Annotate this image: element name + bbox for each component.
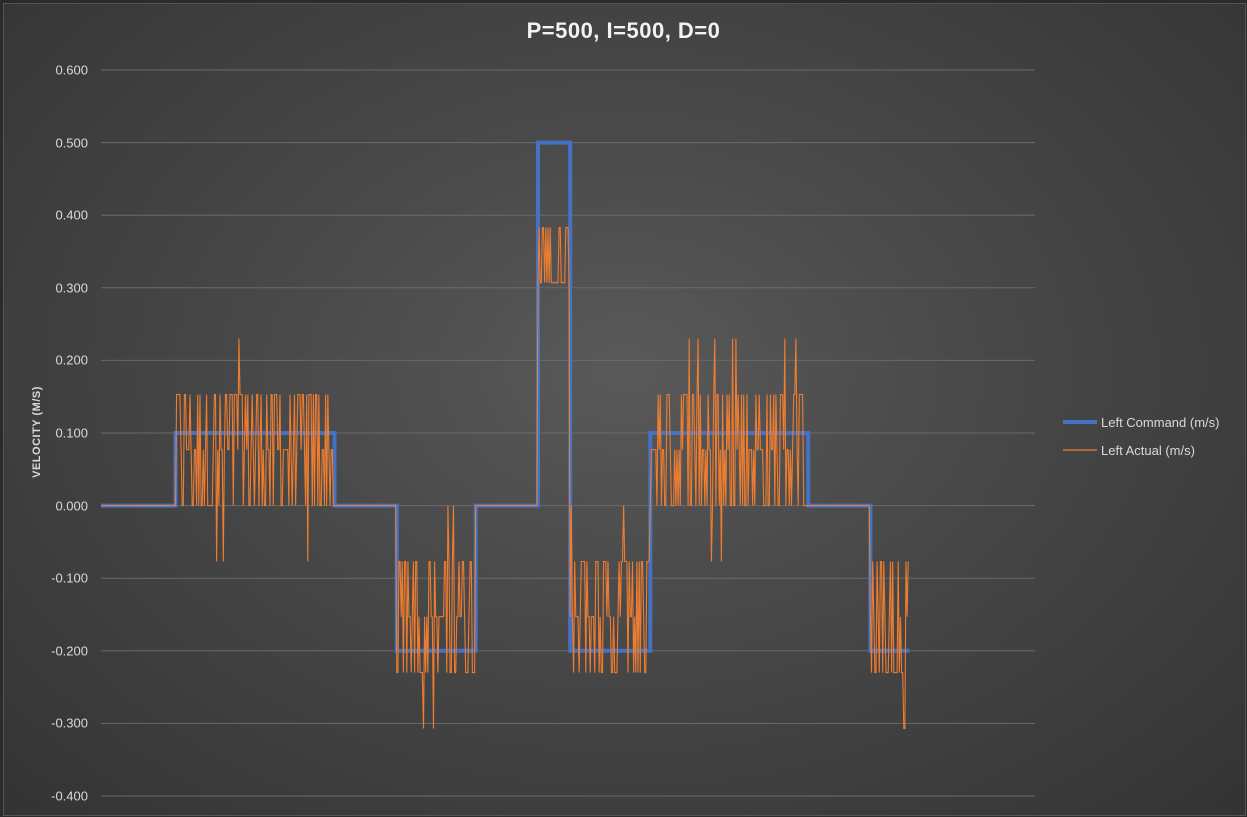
y-tick-label: 0.600 [55,62,88,78]
y-tick-label: 0.300 [55,280,88,296]
y-tick-label: -0.200 [51,643,88,659]
y-tick-label: 0.100 [55,425,88,441]
legend-item-actual: Left Actual (m/s) [1063,436,1219,464]
y-tick-label: 0.400 [55,207,88,223]
y-tick-label: 0.000 [55,498,88,514]
y-tick-label: -0.100 [51,570,88,586]
legend-label-actual: Left Actual (m/s) [1101,442,1195,458]
chart-title: P=500, I=500, D=0 [526,18,721,43]
legend-item-command: Left Command (m/s) [1063,408,1219,436]
y-tick-label: 0.500 [55,135,88,151]
legend-swatch-command [1063,420,1097,424]
series-line-left-actual [101,226,909,730]
legend: Left Command (m/s) Left Actual (m/s) [1063,408,1219,464]
legend-label-command: Left Command (m/s) [1101,414,1220,430]
y-tick-label: 0.200 [55,352,88,368]
chart-area [3,3,1246,816]
y-tick-label: -0.400 [51,788,88,804]
legend-swatch-actual [1063,449,1097,451]
series-line-left-command [101,140,910,653]
y-tick-label: -0.300 [51,715,88,731]
